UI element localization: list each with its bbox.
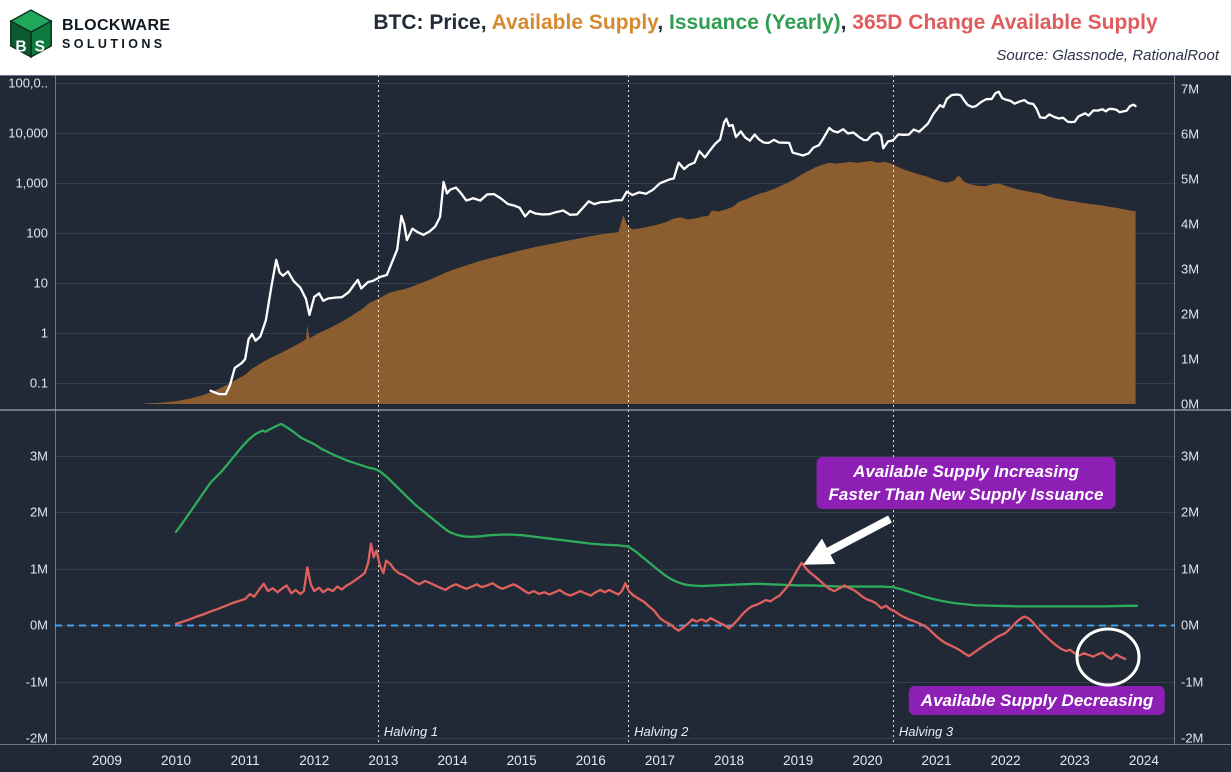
title-part: BTC: Price: [373, 11, 481, 34]
year-axis-tick: 2022: [990, 753, 1021, 768]
change-axis-tick-right: -2M: [1181, 730, 1204, 746]
year-axis-tick: 2013: [368, 753, 399, 768]
year-axis-tick: 2014: [437, 753, 468, 768]
price-axis-tick: 100,0..: [8, 75, 48, 91]
supply-axis-tick: 3M: [1181, 261, 1200, 277]
change-axis-tick-left: 3M: [29, 448, 48, 463]
year-axis-tick: 2017: [644, 753, 675, 768]
price-axis-tick: 100: [26, 225, 48, 241]
price-axis-tick: 0.1: [29, 375, 48, 391]
supply-axis-tick: 5M: [1181, 171, 1200, 187]
supply-axis-tick: 6M: [1181, 126, 1200, 142]
title-part: ,: [840, 11, 853, 34]
logo-letter-b: B: [15, 38, 26, 55]
annotation-line: Faster Than New Supply Issuance: [828, 485, 1104, 504]
change-axis-tick-left: 2M: [29, 504, 48, 520]
price-supply-panel: [0, 75, 1231, 410]
title-part: ,: [657, 11, 669, 34]
year-axis-tick: 2011: [230, 753, 260, 768]
title-part: ,: [480, 11, 492, 34]
halving-label: Halving 3: [898, 724, 954, 739]
year-axis-tick: 2024: [1128, 753, 1159, 768]
annotation-supply-decreasing: Available Supply Decreasing: [908, 686, 1166, 715]
source-attribution: Source: Glassnode, RationalRoot: [996, 47, 1219, 64]
annotation-supply-increasing: Available Supply Increasing Faster Than …: [816, 457, 1116, 509]
price-axis-tick: 1: [40, 325, 48, 341]
highlight-circle-icon: [1075, 627, 1141, 687]
price-axis-tick: 10,000: [8, 125, 48, 141]
price-axis-tick: 1,000: [15, 175, 48, 191]
year-axis-tick: 2010: [160, 753, 191, 768]
title-part: Issuance (Yearly): [668, 11, 841, 34]
arrow-icon: [803, 515, 892, 565]
annotation-line: Available Supply Increasing: [853, 462, 1079, 481]
brand-name: BLOCKWARE: [62, 16, 171, 34]
page-title: BTC: Price, Available Supply, Issuance (…: [300, 10, 1231, 36]
change-axis-tick-left: 1M: [29, 561, 48, 576]
brand-subname: SOLUTIONS: [62, 36, 166, 51]
change-axis-tick-left: 0M: [29, 617, 48, 633]
price-axis-tick: 10: [33, 275, 48, 291]
change-axis-tick-right: 3M: [1181, 448, 1200, 463]
halving-label: Halving 2: [634, 724, 689, 739]
year-axis-tick: 2015: [506, 753, 537, 768]
year-axis-tick: 2021: [921, 753, 952, 768]
header-bar: B S BLOCKWARE SOLUTIONS BTC: Price, Avai…: [0, 0, 1231, 75]
change-axis-tick-right: -1M: [1181, 674, 1204, 689]
title-part: Available Supply: [491, 11, 658, 34]
supply-axis-tick: 0M: [1181, 396, 1200, 412]
year-axis-tick: 2009: [91, 753, 122, 768]
year-axis-tick: 2012: [299, 753, 330, 768]
change-axis-tick-left: -1M: [25, 674, 48, 689]
title-part: 365D Change Available Supply: [852, 11, 1158, 34]
logo-letter-s: S: [35, 38, 45, 55]
supply-axis-tick: 2M: [1181, 306, 1200, 322]
change-axis-tick-right: 0M: [1181, 617, 1200, 633]
year-axis-tick: 2023: [1059, 753, 1090, 768]
year-axis-tick: 2016: [575, 753, 606, 768]
supply-axis-tick: 7M: [1181, 81, 1200, 97]
brand-text: BLOCKWARE SOLUTIONS: [62, 17, 170, 52]
blockware-logo: B S BLOCKWARE SOLUTIONS: [8, 8, 170, 60]
year-axis-tick: 2020: [852, 753, 883, 768]
supply-axis-tick: 1M: [1181, 351, 1200, 367]
change-axis-tick-right: 1M: [1181, 561, 1200, 576]
year-axis-tick: 2019: [783, 753, 814, 768]
change-axis-tick-left: -2M: [25, 730, 48, 746]
blockware-cube-icon: B S: [9, 9, 53, 59]
chart-area: Available Supply Increasing Faster Than …: [0, 75, 1231, 772]
supply-axis-tick: 4M: [1181, 216, 1200, 232]
halving-label: Halving 1: [383, 724, 439, 739]
change-axis-tick-right: 2M: [1181, 504, 1200, 520]
year-axis-tick: 2018: [714, 753, 745, 768]
